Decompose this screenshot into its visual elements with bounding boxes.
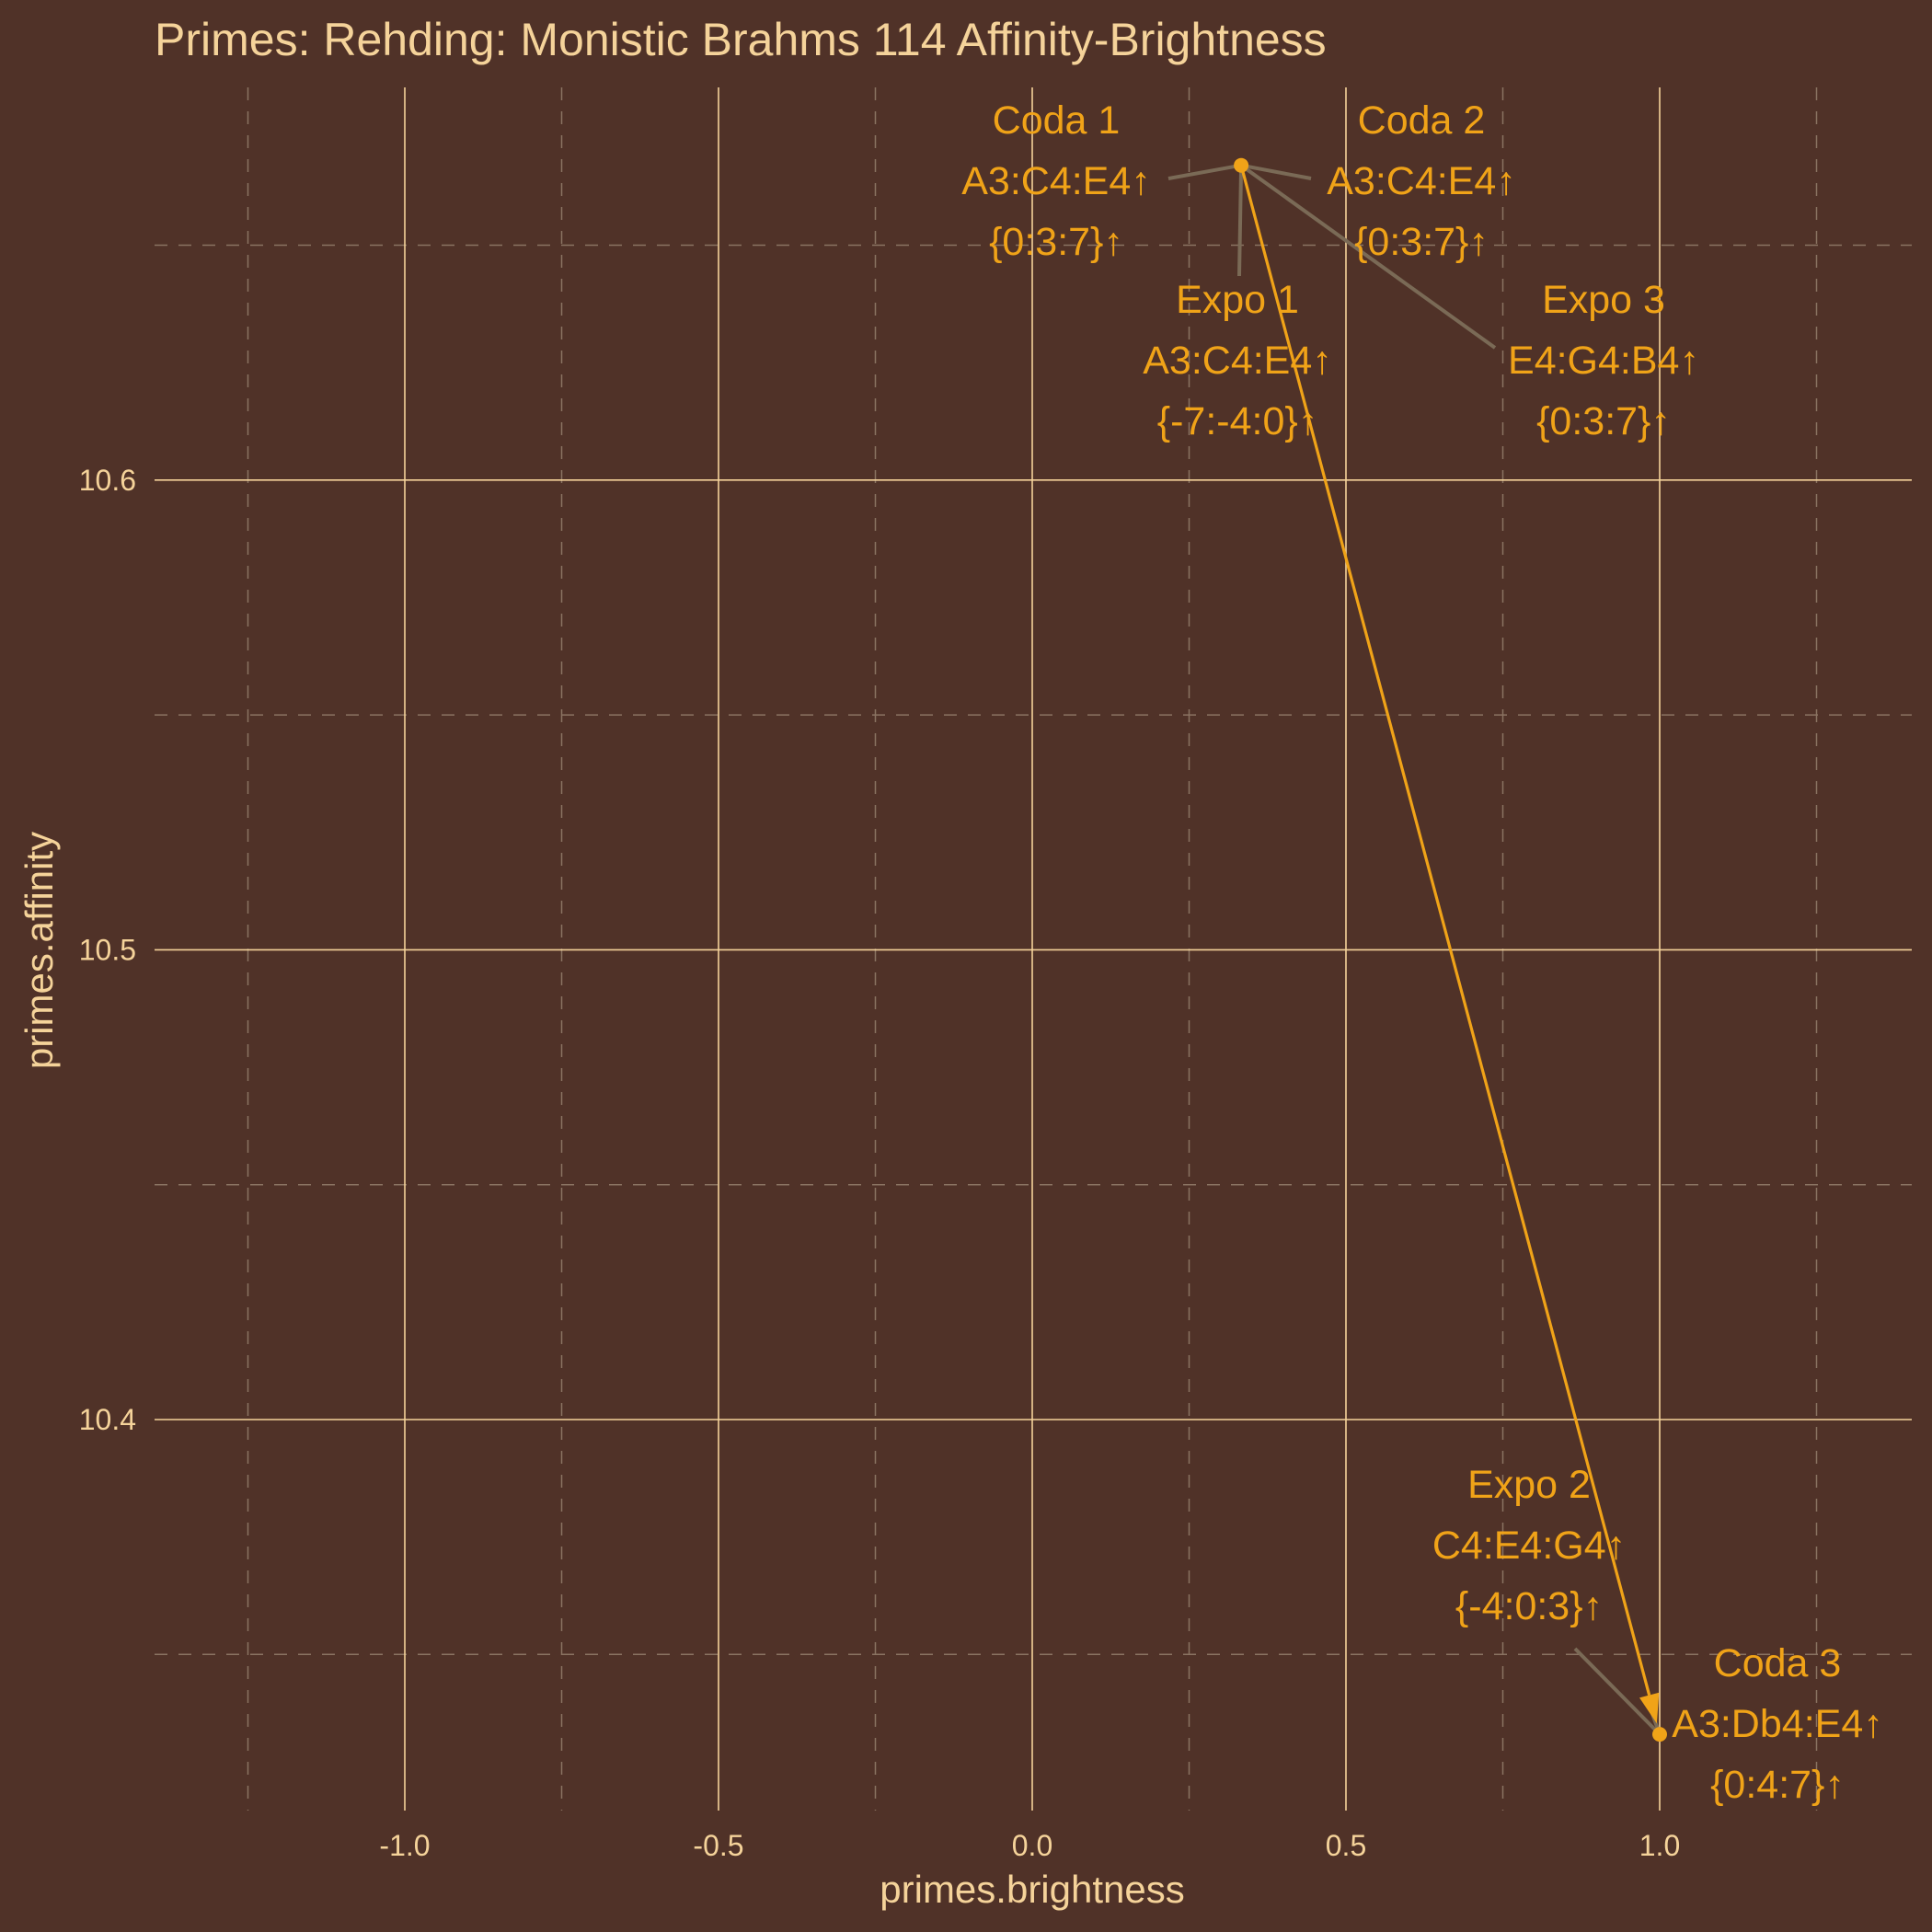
leader-line (1239, 164, 1497, 350)
x-tick-label: 0.5 (1326, 1829, 1366, 1862)
annotation-expo-2: Expo 2 C4:E4:G4↑ {-4:0:3}↑ (1432, 1463, 1626, 1628)
annotation-chord: C4:E4:G4↑ (1432, 1524, 1626, 1568)
arrowhead (1639, 1692, 1660, 1724)
y-tick-label: 10.6 (79, 464, 136, 497)
annotation-chord: A3:C4:E4↑ (961, 159, 1151, 203)
annotation-coda-1: Coda 1 A3:C4:E4↑ {0:3:7}↑ (961, 98, 1151, 264)
trajectory (1239, 165, 1660, 1724)
leader-line (1167, 163, 1242, 180)
annotation-expo-3: Expo 3 E4:G4:B4↑ {0:3:7}↑ (1508, 278, 1699, 443)
chart-title: Primes: Rehding: Monistic Brahms 114 Aff… (155, 14, 1327, 65)
annotations: Coda 1 A3:C4:E4↑ {0:3:7}↑ Coda 2 A3:C4:E4↑ {0… (961, 98, 1883, 1807)
annotation-expo-1: Expo 1 A3:C4:E4↑ {-7:-4:0}↑ (1143, 278, 1332, 443)
annotation-name: Expo 3 (1542, 278, 1665, 322)
annotation-set: {0:3:7}↑ (1354, 220, 1489, 264)
x-tick-label: -1.0 (379, 1829, 430, 1862)
y-axis-label: primes.affinity (17, 832, 61, 1069)
leader-line (1237, 165, 1244, 277)
annotation-set: {-4:0:3}↑ (1455, 1584, 1603, 1628)
annotation-name: Expo 1 (1176, 278, 1299, 322)
major-grid (155, 87, 1912, 1811)
annotation-set: {-7:-4:0}↑ (1157, 399, 1318, 443)
annotation-name: Coda 1 (993, 98, 1121, 143)
annotation-chord: A3:C4:E4↑ (1143, 339, 1332, 383)
annotation-coda-2: Coda 2 A3:C4:E4↑ {0:3:7}↑ (1327, 98, 1516, 264)
leader-line (1240, 163, 1312, 180)
minor-grid (155, 87, 1912, 1811)
annotation-chord: A3:C4:E4↑ (1327, 159, 1516, 203)
annotation-set: {0:4:7}↑ (1710, 1763, 1845, 1807)
annotation-set: {0:3:7}↑ (1536, 399, 1671, 443)
x-tick-label: -0.5 (693, 1829, 743, 1862)
x-axis-label: primes.brightness (880, 1868, 1184, 1911)
y-tick-label: 10.5 (79, 933, 136, 966)
y-tick-label: 10.4 (79, 1403, 136, 1436)
leader-line (1573, 1647, 1662, 1736)
trajectory-segment (1239, 165, 1651, 1696)
x-axis-ticks: -1.0 -0.5 0.0 0.5 1.0 (379, 1829, 1680, 1862)
annotation-set: {0:3:7}↑ (989, 220, 1123, 264)
annotation-coda-3: Coda 3 A3:Db4:E4↑ {0:4:7}↑ (1672, 1641, 1882, 1807)
data-point (1652, 1727, 1667, 1742)
annotation-chord: A3:Db4:E4↑ (1672, 1702, 1882, 1746)
annotation-name: Coda 2 (1358, 98, 1486, 143)
annotation-name: Coda 3 (1714, 1641, 1842, 1685)
annotation-name: Expo 2 (1467, 1463, 1591, 1507)
x-tick-label: 1.0 (1639, 1829, 1680, 1862)
annotation-chord: E4:G4:B4↑ (1508, 339, 1699, 383)
data-points (1234, 157, 1667, 1742)
y-axis-ticks: 10.4 10.5 10.6 (79, 464, 136, 1436)
x-tick-label: 0.0 (1012, 1829, 1052, 1862)
data-point (1234, 157, 1249, 173)
